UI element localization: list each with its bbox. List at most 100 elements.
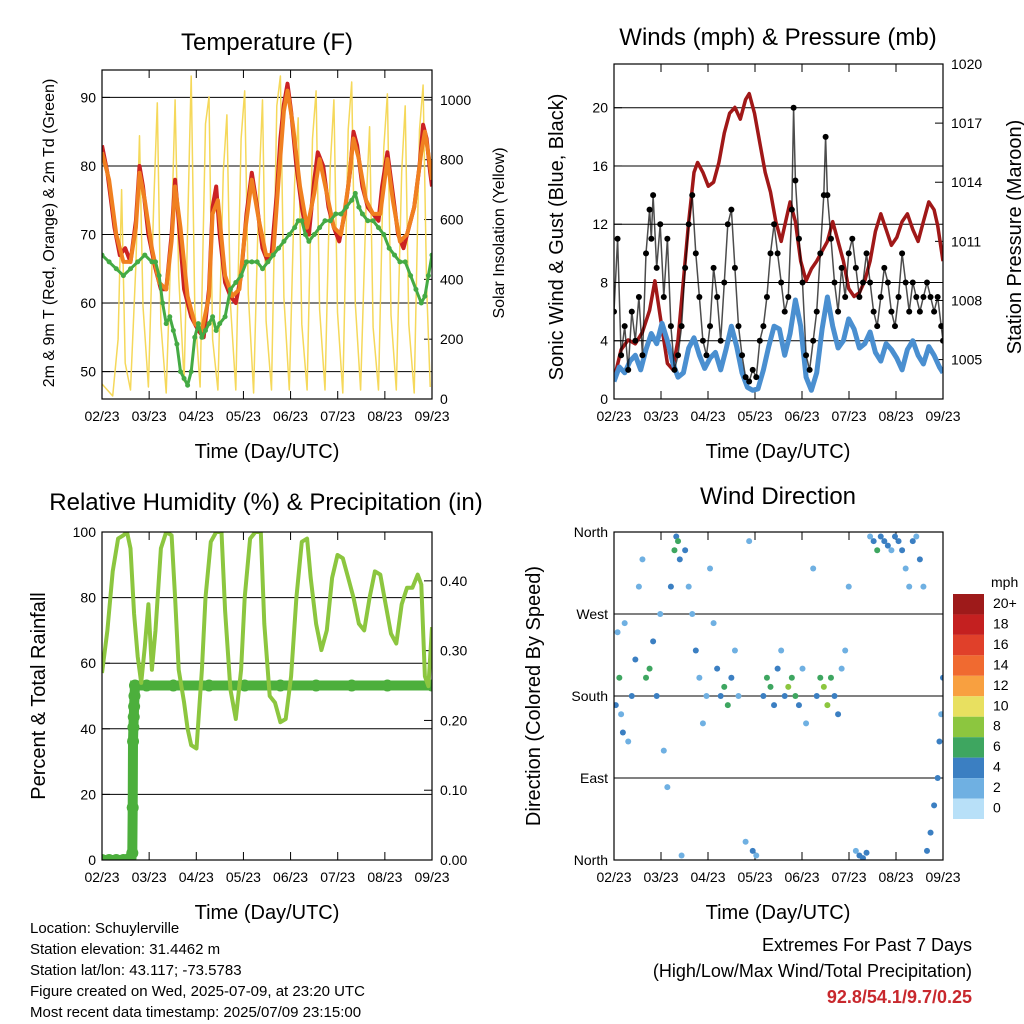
speed-colorbar: mph 20+ 18 16 14 12 10 8 6 4 2 0 bbox=[953, 574, 1018, 819]
winds-ylabel: Sonic Wind & Gust (Blue, Black) bbox=[546, 94, 568, 381]
direction-point bbox=[692, 647, 699, 654]
direction-point bbox=[614, 702, 619, 709]
y-right-tick-label: 600 bbox=[440, 212, 464, 228]
direction-point bbox=[867, 533, 874, 540]
x-tick-label: 07/23 bbox=[831, 408, 866, 424]
series-line-2m-td bbox=[102, 191, 432, 387]
direction-point bbox=[699, 720, 706, 727]
y-right-tick-label: 200 bbox=[440, 331, 464, 347]
humidity-ylabel: Percent & Total Rainfall bbox=[28, 592, 50, 800]
y-tick-label: 20 bbox=[592, 100, 608, 116]
created-text: Figure created on Wed, 2025-07-09, at 23… bbox=[30, 983, 365, 1000]
direction-point bbox=[899, 547, 906, 554]
direction-point bbox=[714, 665, 721, 672]
y-tick-label: 100 bbox=[73, 524, 97, 540]
direction-point bbox=[696, 674, 703, 681]
direction-point bbox=[710, 620, 717, 627]
colorbar-swatch bbox=[953, 757, 984, 779]
direction-point bbox=[760, 693, 767, 699]
colorbar-swatch bbox=[953, 716, 984, 738]
x-tick-label: 03/23 bbox=[132, 408, 167, 424]
direction-point bbox=[827, 674, 834, 681]
direction-xlabel: Time (Day/UTC) bbox=[706, 902, 851, 924]
colorbar-swatch bbox=[953, 737, 984, 758]
pressure-ylabel: Station Pressure (Maroon) bbox=[1004, 120, 1024, 355]
colorbar-swatch bbox=[953, 655, 984, 676]
colorbar-swatch bbox=[953, 798, 984, 819]
direction-point bbox=[936, 738, 943, 745]
x-tick-label: 04/23 bbox=[179, 869, 214, 885]
x-tick-label: 05/23 bbox=[737, 869, 772, 885]
x-tick-label: 08/23 bbox=[878, 408, 913, 424]
colorbar-label: 12 bbox=[993, 677, 1009, 693]
direction-point bbox=[803, 720, 810, 727]
direction-point bbox=[724, 702, 731, 709]
extremes-title: Extremes For Past 7 Days bbox=[761, 935, 972, 955]
direction-point bbox=[824, 702, 831, 709]
x-tick-label: 02/23 bbox=[84, 408, 119, 424]
direction-point bbox=[909, 538, 916, 545]
plot-area bbox=[614, 91, 943, 393]
colorbar-swatch bbox=[953, 614, 984, 635]
direction-point bbox=[685, 583, 692, 590]
direction-point bbox=[913, 533, 920, 540]
x-tick-label: 02/23 bbox=[596, 408, 631, 424]
gust-point bbox=[660, 294, 667, 301]
colorbar-swatch bbox=[953, 634, 984, 656]
x-tick-label: 08/23 bbox=[367, 869, 402, 885]
y-right-tick-label: 0 bbox=[440, 391, 448, 407]
y-right-tick-label: 0.10 bbox=[440, 782, 467, 798]
direction-point bbox=[735, 693, 742, 699]
x-tick-label: 03/23 bbox=[643, 408, 678, 424]
direction-point bbox=[842, 647, 849, 654]
direction-point bbox=[870, 538, 877, 545]
y-tick-label: 16 bbox=[592, 158, 608, 174]
colorbar-swatch bbox=[953, 675, 984, 697]
direction-point bbox=[835, 711, 842, 718]
y-right-tick-label: 0.40 bbox=[440, 573, 467, 589]
y-tick-label: 60 bbox=[80, 655, 96, 671]
direction-point bbox=[676, 556, 683, 563]
direction-point bbox=[891, 533, 898, 540]
direction-point bbox=[852, 847, 859, 854]
direction-point bbox=[618, 711, 625, 718]
direction-point bbox=[838, 665, 845, 672]
direction-point bbox=[646, 665, 653, 672]
x-tick-label: 09/23 bbox=[414, 408, 449, 424]
direction-point bbox=[938, 711, 943, 718]
direction-point bbox=[781, 693, 788, 699]
x-tick-label: 04/23 bbox=[690, 869, 725, 885]
y-right-tick-label: 400 bbox=[440, 271, 464, 287]
direction-point bbox=[667, 583, 674, 590]
direction-point bbox=[785, 683, 792, 690]
solar-ylabel: Solar Insolation (Yellow) bbox=[491, 147, 508, 318]
direction-ylabel: Direction (Colored By Speed) bbox=[523, 566, 545, 826]
station-info: Location: Schuylerville Station elevatio… bbox=[30, 918, 365, 1023]
direction-point bbox=[721, 683, 728, 690]
y-tick-label: 0 bbox=[600, 391, 608, 407]
temperature-panel: Temperature (F) Time (Day/UTC) 2m & 9m T… bbox=[41, 29, 508, 463]
direction-point bbox=[614, 629, 621, 636]
latlon-text: Station lat/lon: 43.117; -73.5783 bbox=[30, 962, 242, 979]
direction-point bbox=[639, 556, 646, 563]
plot-area bbox=[614, 533, 943, 860]
direction-point bbox=[742, 838, 749, 845]
y-right-tick-label: 800 bbox=[440, 152, 464, 168]
x-tick-label: 04/23 bbox=[690, 408, 725, 424]
direction-point bbox=[632, 656, 639, 663]
x-tick-label: 05/23 bbox=[737, 408, 772, 424]
x-tick-label: 09/23 bbox=[925, 408, 960, 424]
x-tick-label: 09/23 bbox=[414, 869, 449, 885]
y-right-tick-label: 0.20 bbox=[440, 712, 467, 728]
extremes-box: Extremes For Past 7 Days (High/Low/Max W… bbox=[653, 932, 972, 1010]
direction-point bbox=[940, 674, 943, 681]
direction-point bbox=[931, 802, 938, 809]
direction-point bbox=[845, 583, 852, 590]
y-tick-label: 50 bbox=[80, 364, 96, 380]
direction-point bbox=[731, 647, 738, 654]
direction-point bbox=[916, 556, 923, 563]
direction-point bbox=[628, 693, 635, 699]
x-tick-label: 07/23 bbox=[320, 869, 355, 885]
y-right-tick-label: 1008 bbox=[951, 292, 982, 308]
